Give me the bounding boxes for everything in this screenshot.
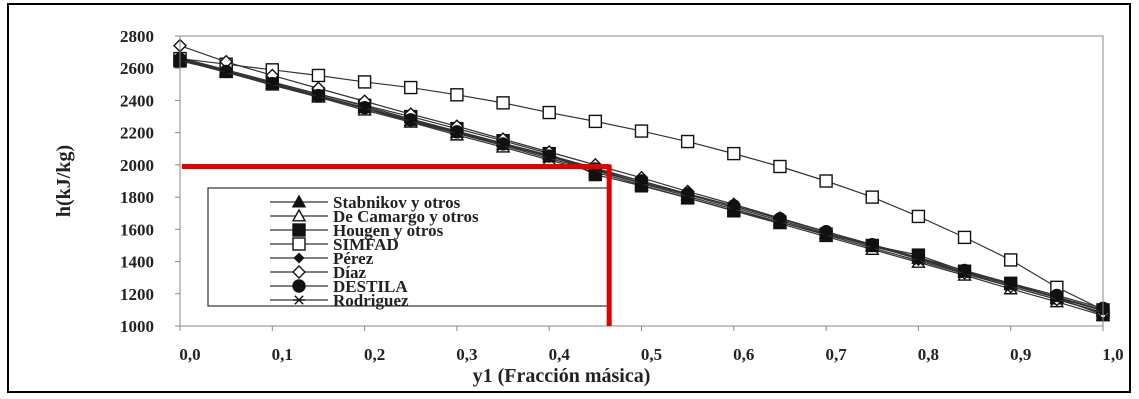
data-point <box>452 128 462 139</box>
legend-label: Hougen y otros <box>333 221 444 240</box>
data-point <box>496 96 510 110</box>
data-point <box>221 67 231 77</box>
data-point <box>957 230 972 245</box>
data-point <box>865 190 879 204</box>
x-tick-label: 0,7 <box>825 345 847 364</box>
legend-entry: Díaz <box>270 263 367 282</box>
data-point <box>359 103 370 114</box>
legend-label: Pérez <box>333 249 374 268</box>
data-point <box>292 223 306 237</box>
data-point <box>1004 253 1018 267</box>
data-point <box>293 252 305 264</box>
y-tick-label: 1400 <box>120 253 154 272</box>
data-point <box>729 204 739 214</box>
x-tick-label: 0,0 <box>179 345 200 364</box>
data-point <box>450 88 464 102</box>
data-point <box>404 80 418 95</box>
x-tick-label: 0,5 <box>641 345 662 364</box>
data-point <box>913 256 924 266</box>
data-point <box>773 159 787 174</box>
legend-label: DESTILA <box>333 277 408 296</box>
data-point <box>636 178 647 189</box>
legend-label: De Camargo y otros <box>333 207 479 226</box>
data-point <box>292 279 306 293</box>
legend-label: SIMFAD <box>333 235 399 254</box>
data-point <box>542 105 556 120</box>
y-tick-label: 2200 <box>120 124 154 143</box>
x-tick-labels: 0,0 0,1 0,2 0,3 0,4 0,5 0,6 0,7 0,8 0,9 1,0 <box>179 326 1124 364</box>
data-point <box>634 124 649 138</box>
data-point <box>292 265 306 279</box>
data-point <box>313 91 324 102</box>
y-tick-label: 2800 <box>120 27 154 46</box>
legend-entry: SIMFAD <box>270 235 399 254</box>
legend-entry: De Camargo y otros <box>270 207 479 226</box>
x-axis-title: y1 (Fracción másica) <box>473 365 651 387</box>
y-axis-title: h(kJ/kg) <box>53 145 75 217</box>
y-tick-label: 1600 <box>120 220 154 239</box>
legend-entry: Hougen y otros <box>270 221 444 240</box>
y-tick-label: 1000 <box>120 317 154 336</box>
data-point <box>294 295 304 305</box>
data-point <box>1006 281 1016 292</box>
y-tick-label: 2600 <box>120 59 154 78</box>
x-tick-label: 0,9 <box>1010 345 1031 364</box>
data-point <box>819 174 833 188</box>
y-tick-label: 1800 <box>120 188 154 207</box>
plot-area <box>179 35 1104 327</box>
x-tick-label: 0,4 <box>549 345 571 364</box>
legend-label: Rodriguez <box>333 291 409 310</box>
legend-label: Díaz <box>333 263 367 282</box>
data-point <box>911 209 926 224</box>
x-tick-label: 1,0 <box>1102 345 1123 364</box>
legend-entry: Rodriguez <box>270 291 409 310</box>
red-guide-lines <box>182 164 612 326</box>
data-point <box>867 243 877 253</box>
data-point <box>544 153 554 164</box>
data-point <box>357 75 372 89</box>
data-point <box>292 237 306 251</box>
data-point <box>291 208 307 222</box>
data-point <box>588 114 603 129</box>
data-point <box>959 268 970 279</box>
x-tick-label: 0,1 <box>272 345 293 364</box>
y-tick-labels: 1000 1200 1400 1600 1800 2000 2200 2400 2600 2800 <box>120 27 180 336</box>
data-point <box>680 134 695 149</box>
data-point <box>542 149 556 163</box>
x-tick-label: 0,2 <box>364 345 385 364</box>
data-point <box>727 146 741 161</box>
y-tick-label: 2000 <box>120 156 154 175</box>
data-point <box>498 140 508 151</box>
data-point <box>291 194 307 208</box>
legend-label: Stabnikov y otros <box>333 193 461 212</box>
x-tick-label: 0,6 <box>733 345 754 364</box>
legend-entry: Stabnikov y otros <box>270 193 461 212</box>
data-point <box>682 191 693 202</box>
y-tick-label: 2400 <box>120 91 154 110</box>
data-point <box>406 116 416 127</box>
data-point <box>821 230 831 240</box>
y-tick-label: 1200 <box>120 285 154 304</box>
x-tick-label: 0,3 <box>456 345 477 364</box>
x-tick-label: 0,8 <box>918 345 939 364</box>
data-point <box>267 79 277 90</box>
data-point <box>1052 294 1062 305</box>
legend-entry: Pérez <box>270 249 374 268</box>
data-point <box>311 68 326 83</box>
data-point <box>775 217 785 227</box>
legend-entry: DESTILA <box>270 277 408 296</box>
